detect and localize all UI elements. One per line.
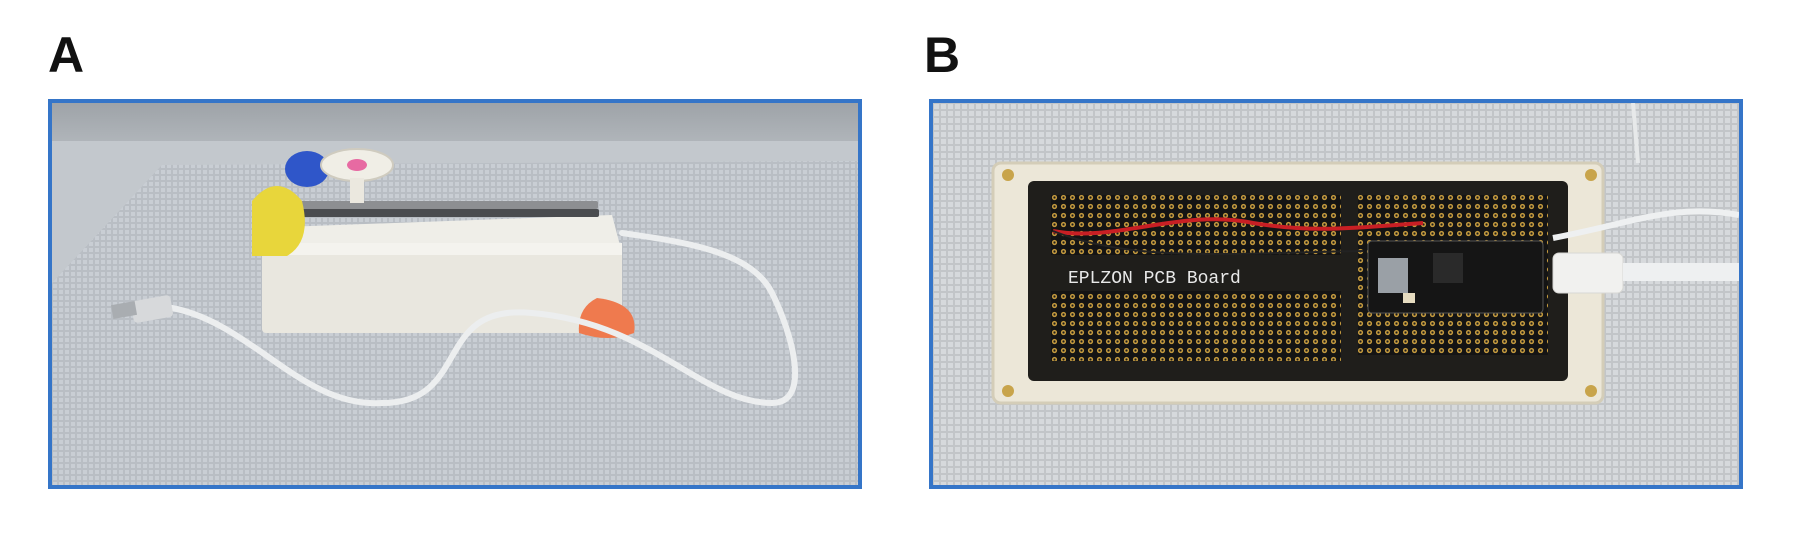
photo-a [48,99,862,489]
circuit-photo: EPLZON PCB Board [933,103,1739,485]
panel-label-b: B [924,27,961,83]
panel-label-a: A [48,27,85,83]
device-photo [52,103,858,485]
photo-b: EPLZON PCB Board [929,99,1743,489]
pcb-board-text: EPLZON PCB Board [1068,269,1241,289]
